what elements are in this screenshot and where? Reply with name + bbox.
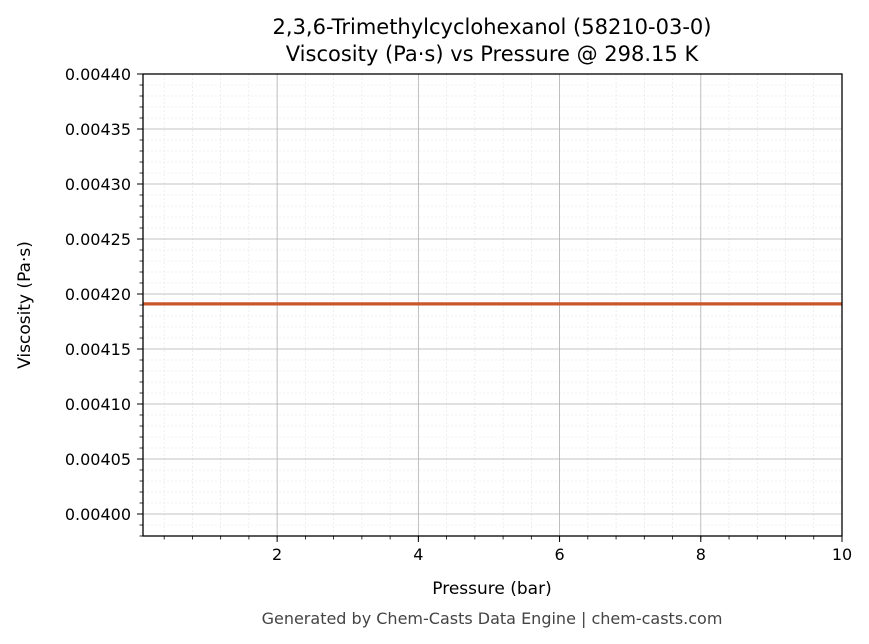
x-tick-label: 10: [832, 545, 852, 564]
x-tick-label: 4: [413, 545, 423, 564]
y-tick-label: 0.00425: [65, 230, 131, 249]
x-tick-label: 6: [554, 545, 564, 564]
x-tick-label: 2: [272, 545, 282, 564]
footer-credit: Generated by Chem-Casts Data Engine | ch…: [262, 609, 723, 628]
y-axis-label: Viscosity (Pa·s): [15, 241, 35, 369]
y-tick-label: 0.00400: [65, 505, 131, 524]
chart-title: 2,3,6-Trimethylcyclohexanol (58210-03-0): [273, 15, 712, 39]
y-tick-label: 0.00430: [65, 175, 131, 194]
y-tick-label: 0.00415: [65, 340, 131, 359]
chart-subtitle: Viscosity (Pa·s) vs Pressure @ 298.15 K: [286, 42, 700, 66]
ticks-layer: 2 4 6 8 10 0.00400 0.00405 0.00410 0.00415 0.0042…: [65, 65, 852, 564]
x-tick-label: 8: [696, 545, 706, 564]
x-axis-label: Pressure (bar): [432, 579, 551, 599]
y-tick-label: 0.00435: [65, 120, 131, 139]
y-tick-label: 0.00410: [65, 395, 131, 414]
plot-area: 2 4 6 8 10 0.00400 0.00405 0.00410 0.00415 0.0042…: [65, 65, 852, 564]
y-tick-label: 0.00420: [65, 285, 131, 304]
y-tick-label: 0.00405: [65, 450, 131, 469]
y-tick-label: 0.00440: [65, 65, 131, 84]
